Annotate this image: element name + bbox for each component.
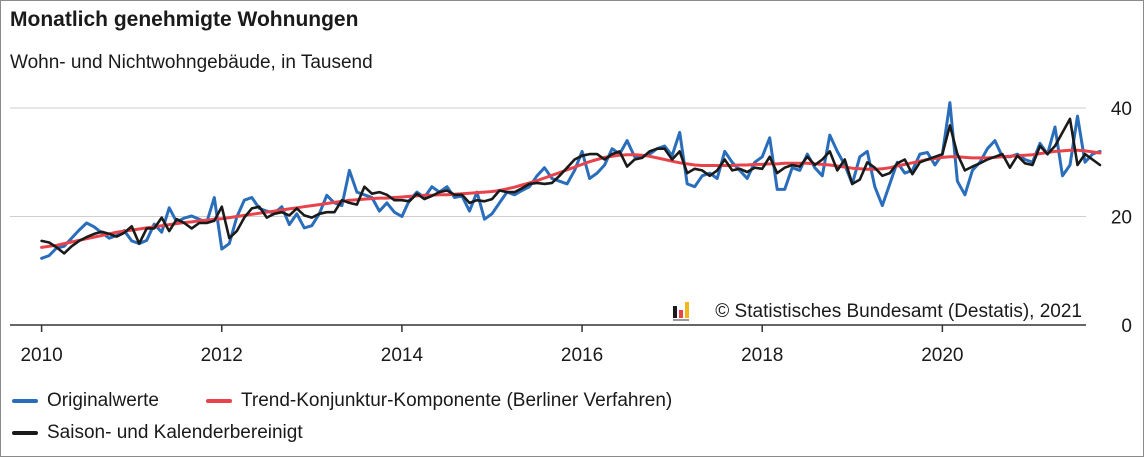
axes: 0 20 40 2010 2012 2014 2016 2018 2020	[10, 99, 1132, 366]
y-tick-label: 20	[1111, 208, 1132, 229]
logo-bar	[679, 310, 683, 318]
legend-item-adjusted: Saison- und Kalenderbereinigt	[12, 422, 303, 444]
x-tick-label: 2018	[741, 345, 783, 366]
legend-label: Saison- und Kalenderbereinigt	[47, 422, 303, 443]
legend-label: Originalwerte	[47, 390, 159, 411]
y-tick-label: 0	[1121, 316, 1132, 337]
series-lines	[40, 101, 1102, 260]
x-tick-label: 2010	[20, 345, 62, 366]
chart-title: Monatlich genehmigte Wohnungen	[10, 8, 359, 31]
x-tick-label: 2014	[381, 345, 424, 366]
x-tick-label: 2016	[561, 345, 603, 366]
logo-base	[673, 319, 689, 321]
series-line-original	[40, 101, 1102, 260]
destatis-logo-icon	[673, 302, 689, 321]
chart-subtitle: Wohn- und Nichtwohngebäude, in Tausend	[10, 52, 373, 73]
logo-bar	[673, 306, 677, 318]
y-tick-label: 40	[1111, 99, 1132, 120]
series-line-adjusted	[40, 117, 1102, 255]
legend-item-original: Originalwerte	[12, 390, 159, 412]
x-tick-label: 2012	[201, 345, 243, 366]
legend-label: Trend-Konjunktur-Komponente (Berliner Ve…	[241, 390, 673, 411]
legend-swatch	[12, 431, 38, 435]
copyright-text: © Statistisches Bundesamt (Destatis), 20…	[715, 301, 1082, 322]
gridlines	[10, 107, 1086, 217]
legend-swatch	[206, 399, 232, 403]
x-tick-label: 2020	[921, 345, 963, 366]
copyright-notice: © Statistisches Bundesamt (Destatis), 20…	[673, 301, 1082, 322]
logo-bar	[685, 302, 689, 318]
legend-item-trend: Trend-Konjunktur-Komponente (Berliner Ve…	[206, 390, 672, 412]
legend-swatch	[12, 399, 38, 403]
